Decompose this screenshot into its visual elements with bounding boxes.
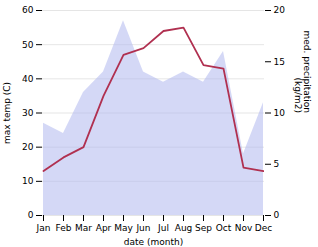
svg-text:Sep: Sep bbox=[195, 223, 212, 233]
svg-text:med. precipitation(kg/m2): med. precipitation(kg/m2) bbox=[293, 31, 312, 113]
svg-text:60: 60 bbox=[22, 5, 34, 15]
svg-text:10: 10 bbox=[274, 108, 286, 118]
svg-text:Aug: Aug bbox=[175, 223, 193, 233]
svg-text:Mar: Mar bbox=[75, 223, 92, 233]
svg-text:Oct: Oct bbox=[216, 223, 232, 233]
svg-text:Apr: Apr bbox=[96, 223, 112, 233]
svg-text:0: 0 bbox=[28, 210, 34, 220]
svg-text:Jul: Jul bbox=[157, 223, 169, 233]
svg-text:Feb: Feb bbox=[56, 223, 72, 233]
svg-text:May: May bbox=[114, 223, 133, 233]
svg-text:Dec: Dec bbox=[255, 223, 272, 233]
svg-text:20: 20 bbox=[22, 142, 34, 152]
svg-text:Jan: Jan bbox=[36, 223, 51, 233]
svg-text:max temp (C): max temp (C) bbox=[2, 82, 12, 144]
svg-text:50: 50 bbox=[22, 40, 34, 50]
svg-text:20: 20 bbox=[274, 5, 286, 15]
svg-text:Jun: Jun bbox=[135, 223, 150, 233]
svg-text:40: 40 bbox=[22, 74, 34, 84]
svg-text:10: 10 bbox=[22, 176, 34, 186]
svg-text:0: 0 bbox=[274, 210, 280, 220]
svg-text:date (month): date (month) bbox=[124, 237, 183, 247]
svg-text:15: 15 bbox=[274, 57, 285, 67]
svg-text:Nov: Nov bbox=[235, 223, 253, 233]
svg-text:30: 30 bbox=[22, 108, 34, 118]
svg-text:5: 5 bbox=[274, 159, 280, 169]
